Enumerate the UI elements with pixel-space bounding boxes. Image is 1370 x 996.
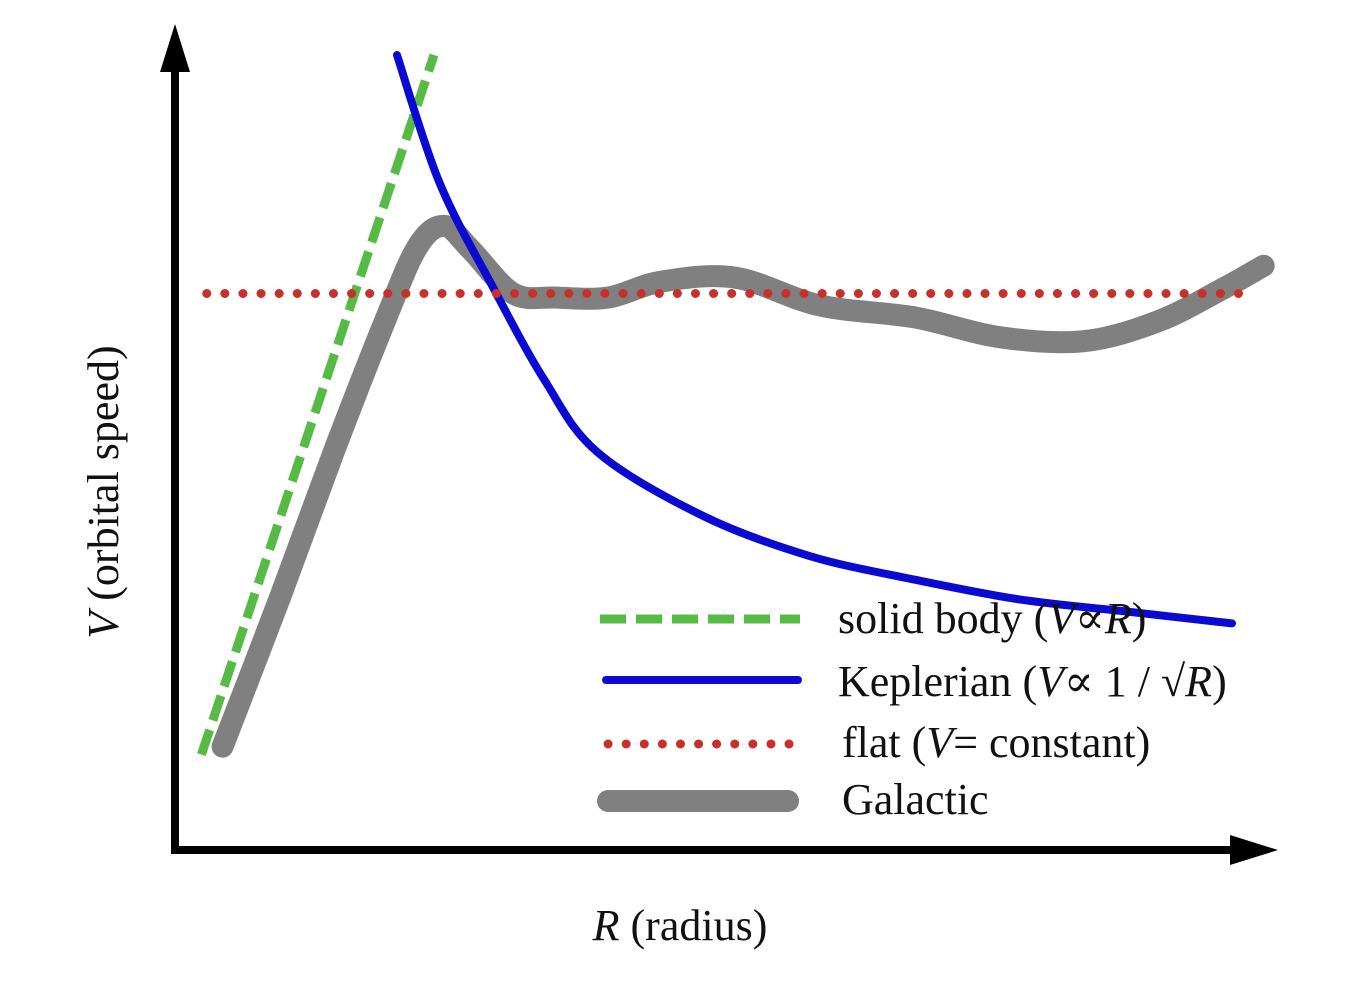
- series-line-kepler: [392, 51, 1236, 628]
- legend-item-solid-body: solid body (V∝R): [600, 594, 1146, 643]
- x-axis-text: (radius): [620, 901, 768, 950]
- y-axis-variable: V: [79, 607, 128, 639]
- series-layer: [197, 51, 1275, 758]
- series-line-galactic: [211, 214, 1275, 758]
- x-axis-variable: R: [592, 901, 620, 950]
- legend: solid body (V∝R) Keplerian (V∝ 1 / √R) f…: [597, 594, 1227, 824]
- x-axis-label: R (radius): [592, 901, 768, 950]
- legend-label-galactic: Galactic: [842, 775, 989, 824]
- legend-label-solid-body: solid body (V∝R): [838, 594, 1146, 643]
- legend-item-keplerian: Keplerian (V∝ 1 / √R): [602, 657, 1227, 706]
- x-axis-arrowhead: [1230, 835, 1278, 865]
- legend-item-galactic: Galactic: [597, 775, 989, 824]
- y-axis-text: (orbital speed): [79, 345, 128, 611]
- series-line-solid: [197, 53, 439, 757]
- y-axis-arrowhead: [160, 24, 190, 72]
- y-axis-label: V (orbital speed): [79, 345, 128, 638]
- legend-label-flat: flat (V= constant): [842, 718, 1150, 767]
- axes: [160, 24, 1278, 865]
- legend-item-flat: flat (V= constant): [603, 718, 1150, 767]
- legend-label-keplerian: Keplerian (V∝ 1 / √R): [838, 657, 1227, 706]
